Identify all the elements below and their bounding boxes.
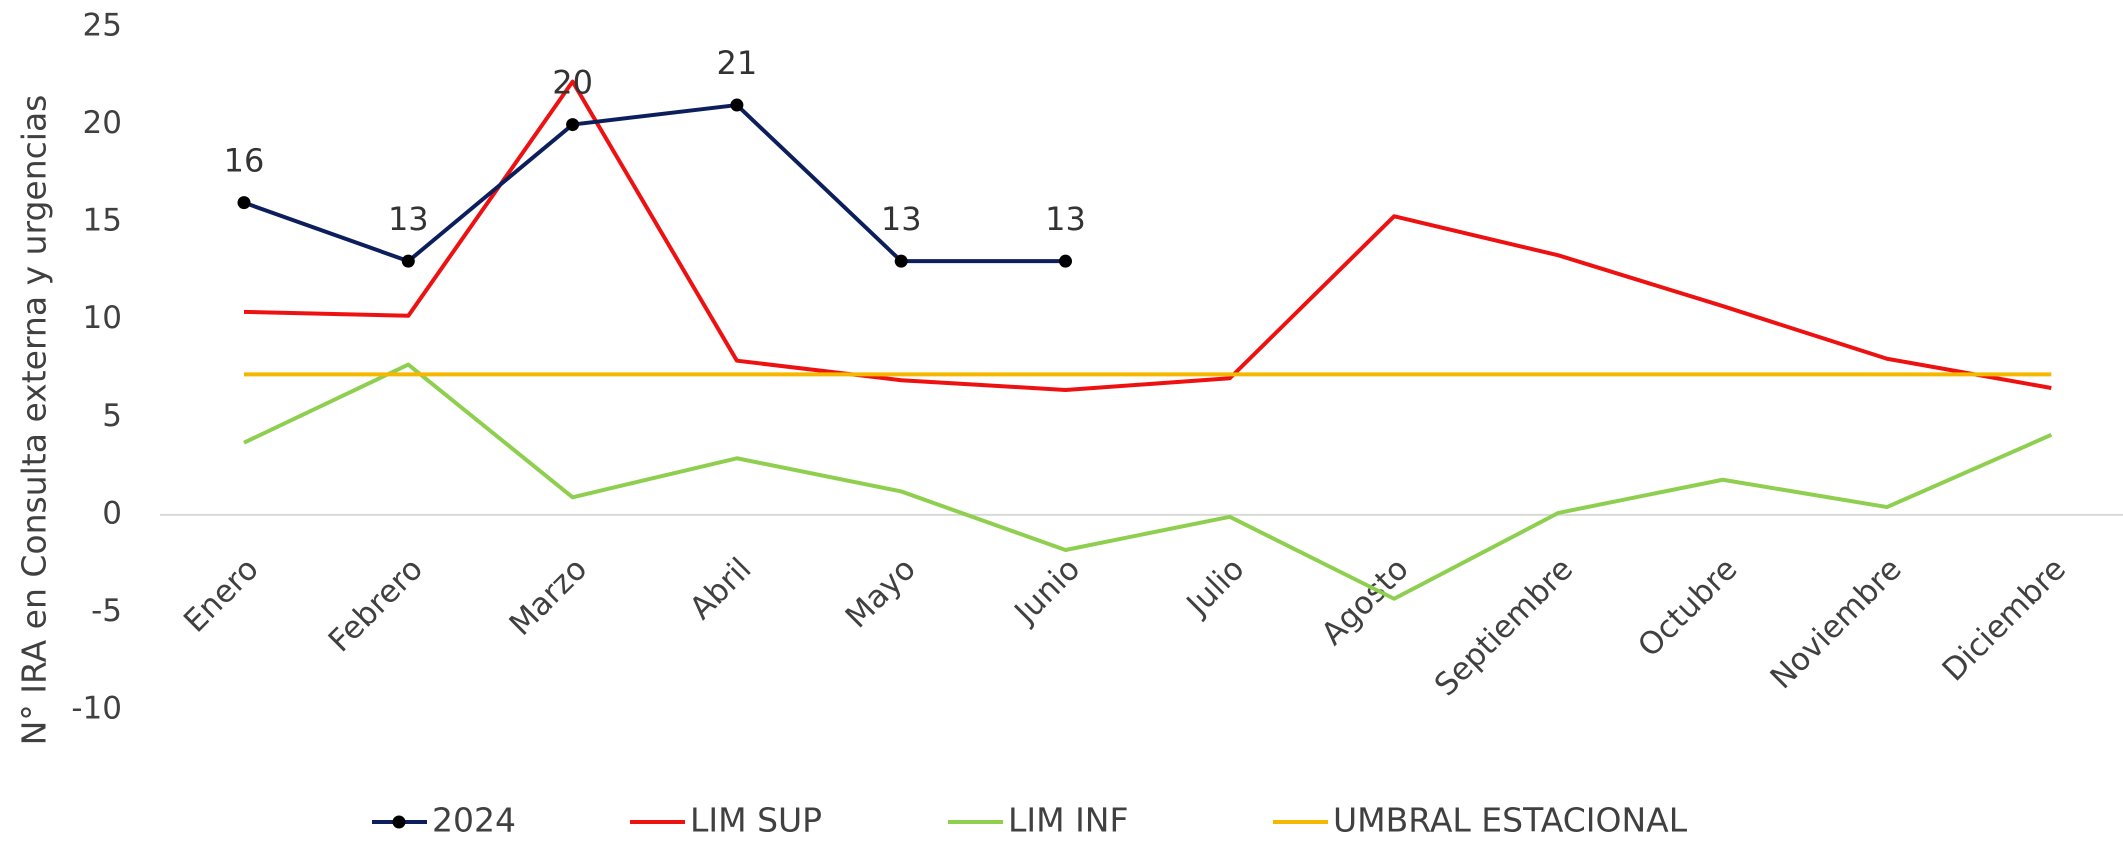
x-tick-label: Octubre	[1631, 551, 1744, 664]
legend-label: 2024	[432, 801, 516, 840]
y-tick-label: 15	[83, 203, 122, 239]
series-line	[243, 362, 2053, 601]
series-line	[243, 103, 1066, 264]
legend-label: UMBRAL ESTACIONAL	[1333, 801, 1688, 840]
x-tick-label: Septiembre	[1428, 551, 1580, 703]
x-tick-label: Noviembre	[1764, 551, 1909, 696]
y-tick-label: -10	[71, 691, 122, 727]
legend-marker	[392, 815, 406, 829]
x-tick-label: Febrero	[322, 551, 430, 659]
x-tick-label: Enero	[177, 551, 266, 640]
y-tick-label: 20	[83, 105, 122, 141]
x-tick-label: Julio	[1179, 551, 1252, 624]
y-tick-label: -5	[91, 593, 122, 629]
x-tick-label: Diciembre	[1936, 551, 2073, 688]
data-label: 13	[881, 200, 922, 238]
data-label: 16	[224, 142, 265, 180]
point	[566, 118, 580, 132]
y-tick-label: 0	[102, 495, 122, 531]
point	[401, 254, 415, 268]
data-label: 13	[388, 200, 429, 238]
x-tick-label: Mayo	[839, 551, 923, 635]
x-tick-label: Marzo	[503, 551, 595, 643]
x-tick-label: Junio	[1007, 551, 1088, 632]
point	[1059, 254, 1072, 268]
data-label: 20	[552, 64, 593, 102]
point	[237, 196, 251, 210]
legend-label: LIM SUP	[690, 801, 822, 840]
legend-label: LIM INF	[1008, 801, 1128, 840]
series-line	[243, 79, 2052, 392]
data-label: 13	[1045, 200, 1086, 238]
y-axis-label: N° IRA en Consulta externa y urgencias	[15, 95, 54, 746]
y-tick-label: 10	[83, 300, 122, 336]
y-tick-label: 5	[102, 398, 122, 434]
y-tick-label: 25	[83, 8, 122, 44]
data-label: 21	[717, 44, 758, 82]
point	[894, 254, 908, 268]
x-tick-label: Abril	[683, 551, 759, 627]
point	[730, 98, 744, 112]
